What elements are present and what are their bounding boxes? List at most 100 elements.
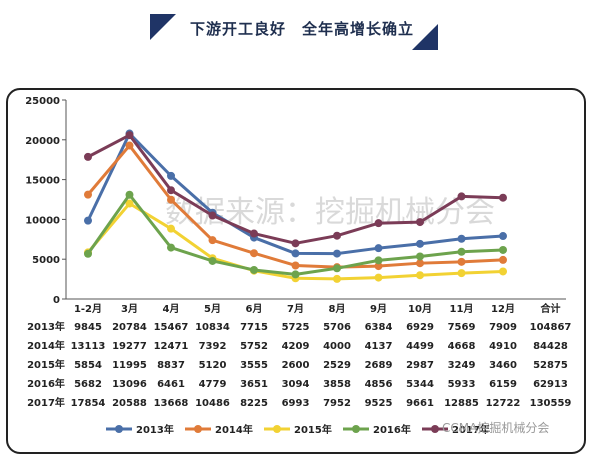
data-point [291, 239, 300, 248]
x-tick-label: 7月 [287, 303, 304, 315]
legend-marker [273, 425, 281, 433]
data-point [208, 256, 217, 265]
table-cell: 20588 [112, 398, 147, 409]
table-cell: 7952 [323, 398, 351, 409]
table-cell: 3249 [448, 360, 476, 371]
data-point [457, 247, 466, 256]
y-tick-label: 10000 [25, 215, 60, 226]
table-cell: 3555 [240, 360, 268, 371]
data-point [125, 199, 134, 208]
data-point [374, 273, 383, 282]
table-cell: 13668 [154, 398, 189, 409]
data-point [457, 234, 466, 243]
table-cell: 4000 [323, 341, 351, 352]
y-tick-label: 0 [53, 295, 60, 306]
table-cell: 2689 [365, 360, 393, 371]
data-point [499, 245, 507, 254]
data-point [291, 261, 300, 270]
x-tick-label: 6月 [246, 303, 263, 315]
banner: 下游开工良好 全年高增长确立 [0, 0, 604, 62]
data-point [167, 171, 175, 180]
data-point [457, 269, 466, 278]
data-point [167, 224, 175, 233]
data-point [499, 193, 507, 202]
y-tick-label: 25000 [25, 96, 60, 107]
data-point [333, 231, 341, 240]
banner-corner-left-decoration [150, 14, 176, 40]
table-cell: 6993 [282, 398, 310, 409]
table-cell: 3460 [489, 360, 517, 371]
table-cell: 6929 [406, 322, 434, 333]
table-cell: 10834 [195, 322, 230, 333]
legend-label: 2013年 [136, 423, 174, 436]
table-cell: 7392 [199, 341, 227, 352]
legend-label: 2017年 [452, 423, 490, 436]
legend-marker [115, 425, 123, 433]
chart-axes: 0 5000 10000 15000 20000 25000 [25, 96, 566, 306]
table-cell: 6461 [157, 379, 185, 390]
table-cell: 12722 [486, 398, 521, 409]
table-cell: 3651 [240, 379, 268, 390]
table-cell: 5752 [240, 341, 268, 352]
data-point [291, 249, 300, 258]
data-point [84, 190, 92, 199]
table-cell: 10486 [195, 398, 230, 409]
data-point [291, 270, 300, 279]
data-table: 1-2月 3月 4月 5月 6月 7月 8月 9月 10月 11月 12月 合计 2013年 9845 20… [27, 302, 571, 409]
table-total-cell: 84428 [533, 341, 568, 352]
x-tick-label: 5月 [204, 303, 221, 315]
table-cell: 17854 [71, 398, 106, 409]
table-total-cell: 130559 [530, 398, 572, 409]
x-tick-label: 12月 [491, 303, 515, 315]
data-point [84, 152, 92, 161]
data-point [84, 249, 92, 258]
table-cell: 5725 [282, 322, 310, 333]
table-cell: 9845 [74, 322, 102, 333]
total-header: 合计 [540, 302, 561, 315]
x-tick-label: 3月 [121, 303, 138, 315]
data-point [84, 216, 92, 225]
table-cell: 7715 [240, 322, 268, 333]
table-row-label: 2015年 [27, 358, 65, 371]
table-cell: 4209 [282, 341, 310, 352]
x-tick-label: 4月 [163, 303, 180, 315]
table-row-label: 2017年 [27, 396, 65, 409]
data-point [416, 218, 424, 227]
data-point [167, 243, 175, 252]
x-tick-label: 10月 [408, 303, 432, 315]
data-point [457, 257, 466, 266]
table-row-label: 2016年 [27, 377, 65, 390]
data-point [250, 229, 258, 238]
table-cell: 8837 [157, 360, 185, 371]
legend-marker [352, 425, 360, 433]
table-cell: 5854 [74, 360, 102, 371]
data-point [416, 239, 424, 248]
legend-label: 2014年 [215, 423, 253, 436]
data-point [167, 195, 175, 204]
data-point [208, 236, 217, 245]
data-point [499, 232, 507, 241]
table-total-cell: 104867 [530, 322, 572, 333]
table-cell: 4779 [199, 379, 227, 390]
table-cell: 20784 [112, 322, 147, 333]
table-cell: 4856 [365, 379, 393, 390]
data-point [374, 256, 383, 265]
data-point [499, 255, 507, 264]
data-point [374, 262, 383, 271]
data-point [333, 249, 341, 258]
table-cell: 19277 [112, 341, 147, 352]
table-total-cell: 52875 [533, 360, 568, 371]
table-cell: 6159 [489, 379, 517, 390]
table-cell: 9661 [406, 398, 434, 409]
table-row-label: 2014年 [27, 339, 65, 352]
x-tick-label: 9月 [370, 303, 387, 315]
data-point [416, 271, 424, 280]
legend-marker [194, 425, 202, 433]
table-cell: 13113 [71, 341, 106, 352]
data-point [333, 274, 341, 283]
table-cell: 8225 [240, 398, 268, 409]
table-cell: 5120 [199, 360, 227, 371]
table-cell: 4910 [489, 341, 517, 352]
table-cell: 4137 [365, 341, 393, 352]
